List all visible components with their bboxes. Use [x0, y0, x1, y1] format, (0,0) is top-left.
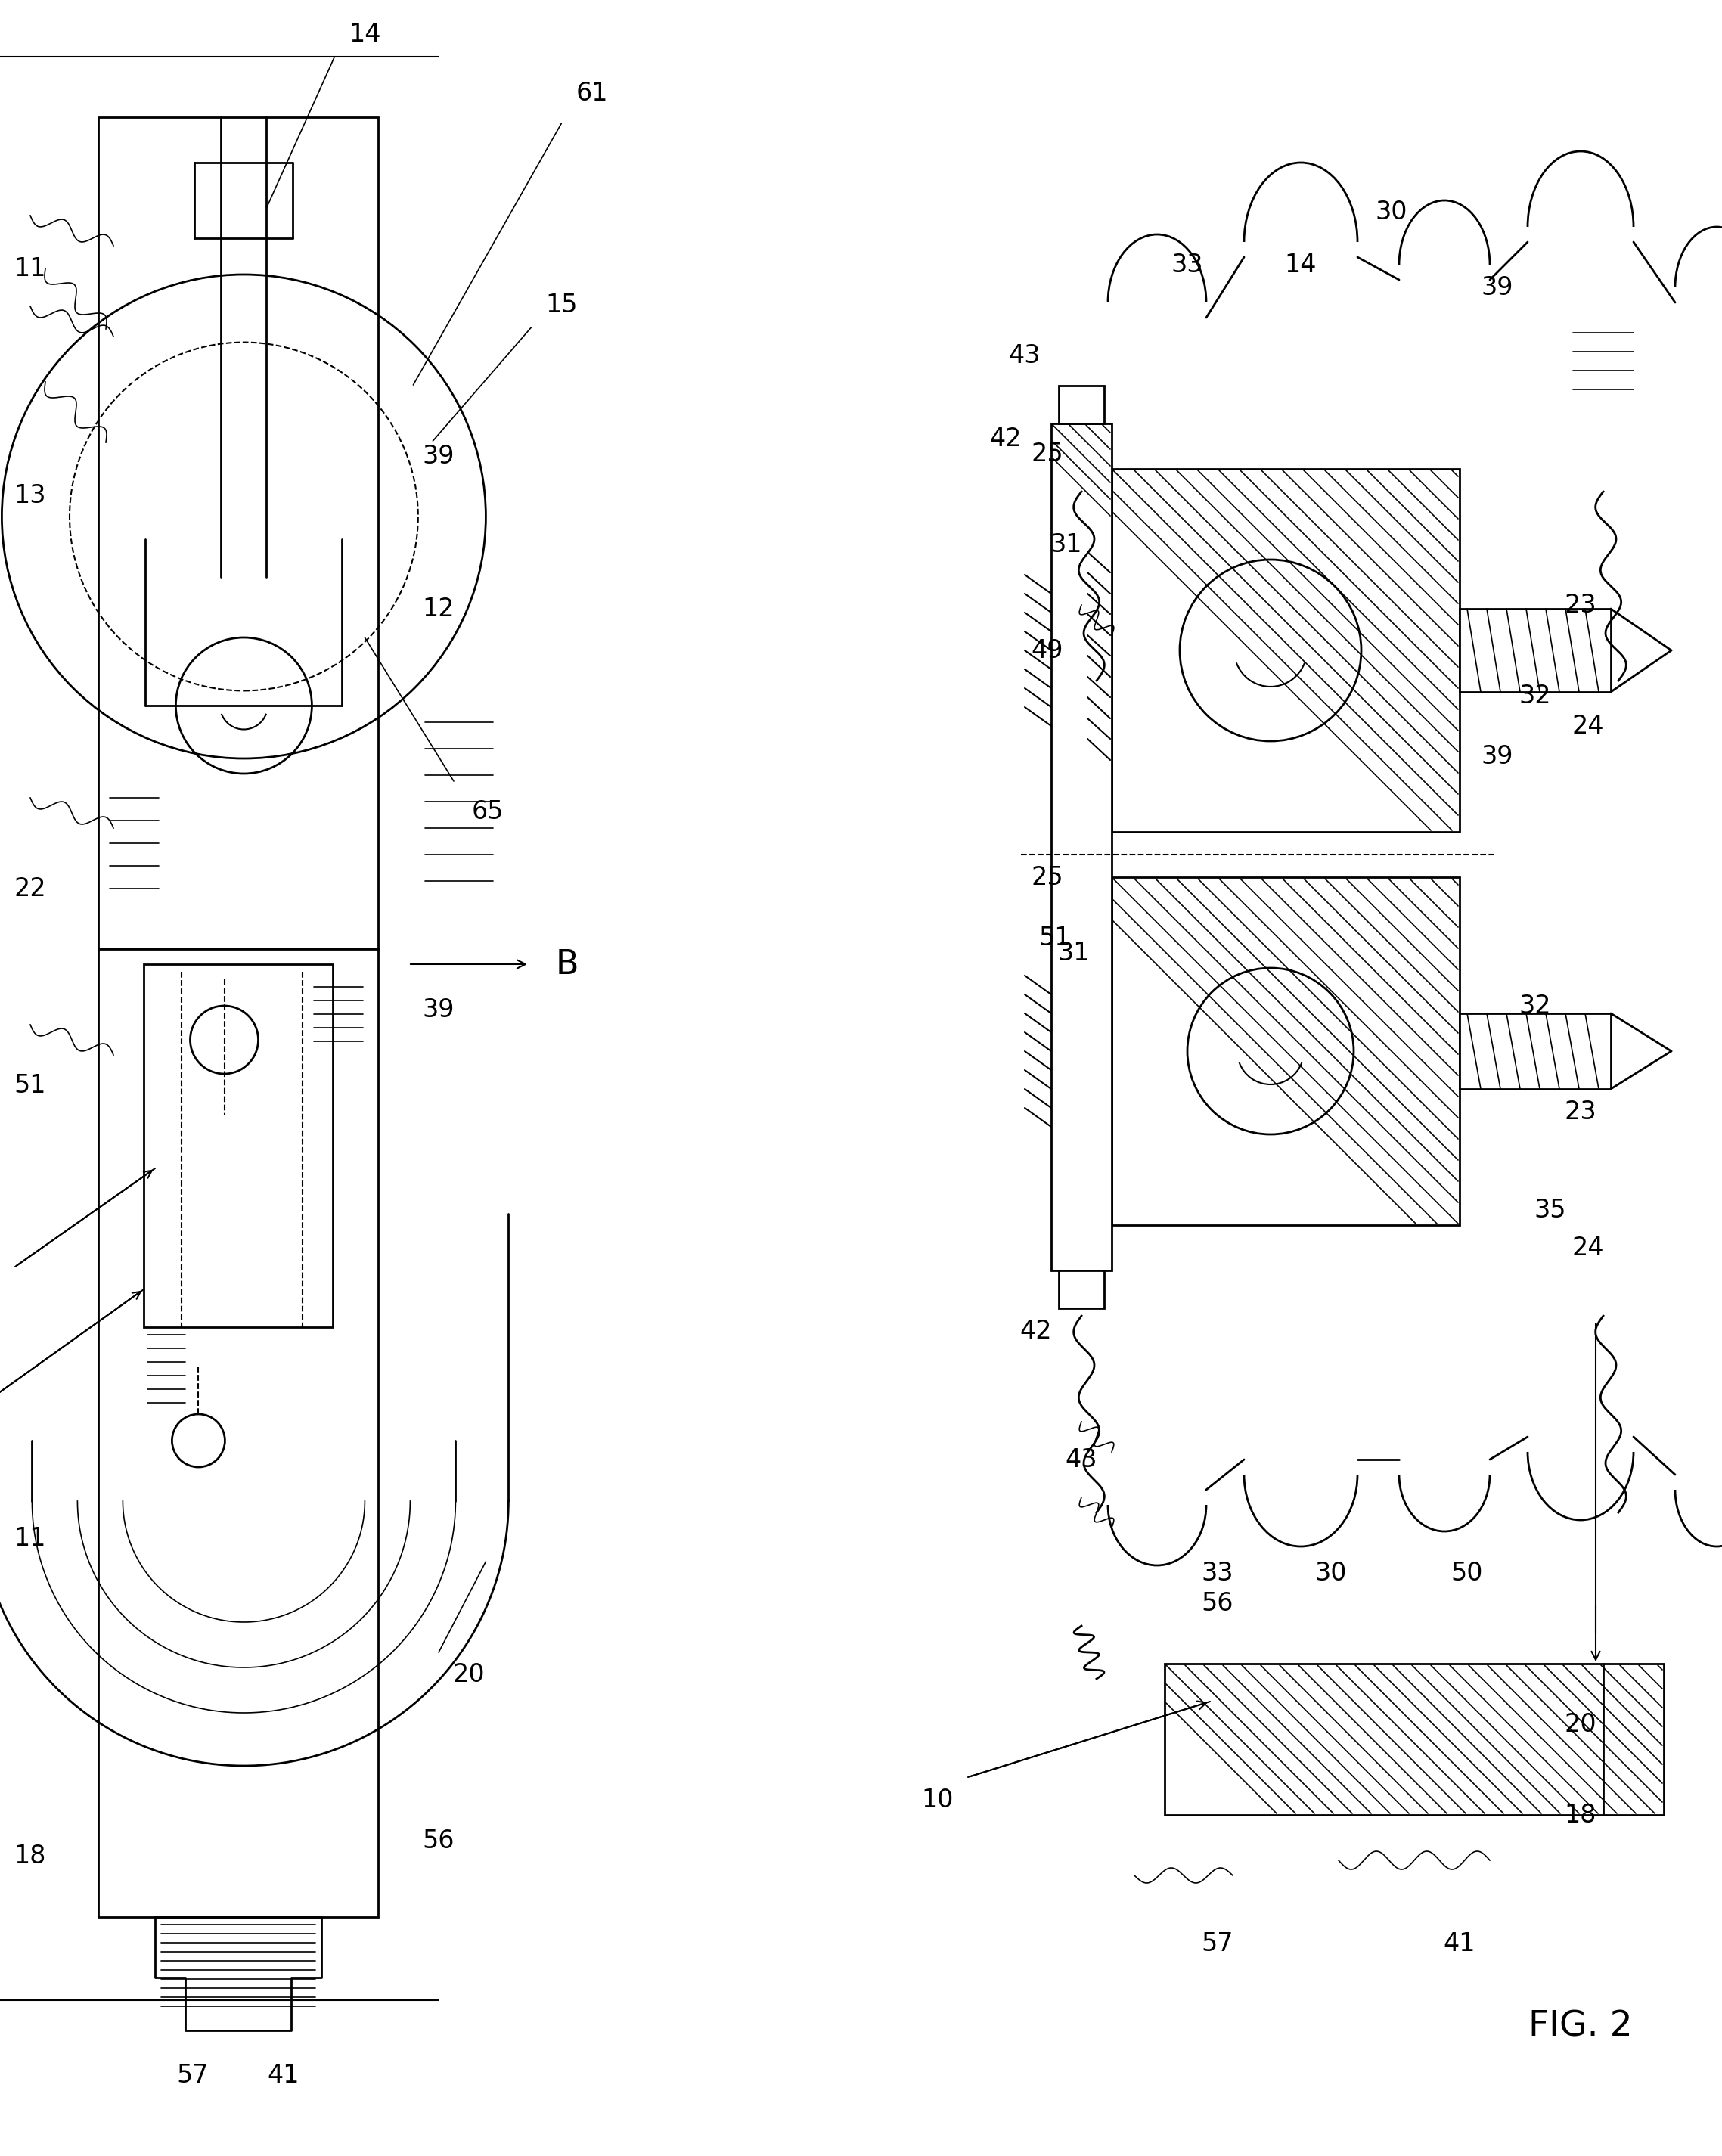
Text: 33: 33 — [1171, 252, 1204, 278]
Text: 24: 24 — [1572, 1235, 1605, 1261]
Bar — [1059, 1270, 1104, 1309]
Text: 39: 39 — [1481, 744, 1514, 770]
Text: 25: 25 — [1031, 442, 1064, 466]
Text: 39: 39 — [422, 444, 455, 468]
Text: 33: 33 — [1202, 1561, 1233, 1585]
Bar — [1460, 1013, 1610, 1089]
Text: 25: 25 — [1031, 865, 1064, 890]
Text: 42: 42 — [1019, 1319, 1052, 1343]
Text: 61: 61 — [575, 80, 608, 106]
Text: 30: 30 — [1316, 1561, 1347, 1585]
Text: 13: 13 — [14, 483, 46, 509]
Text: 31: 31 — [1050, 533, 1083, 556]
Text: B: B — [556, 949, 579, 981]
Text: 11: 11 — [14, 1526, 46, 1552]
Text: 22: 22 — [14, 875, 46, 901]
Bar — [98, 949, 379, 1917]
Text: 15: 15 — [546, 293, 577, 317]
Text: 43: 43 — [1066, 1447, 1097, 1473]
Text: 57: 57 — [1202, 1932, 1233, 1955]
Bar — [143, 964, 332, 1328]
Bar — [98, 116, 379, 949]
Text: 23: 23 — [1565, 593, 1596, 617]
Text: 41: 41 — [267, 2063, 300, 2089]
Bar — [1050, 423, 1112, 1270]
Text: 20: 20 — [453, 1662, 486, 1688]
Text: 42: 42 — [990, 427, 1021, 451]
Bar — [1112, 468, 1460, 832]
Text: 32: 32 — [1519, 994, 1552, 1018]
Text: 39: 39 — [422, 996, 455, 1022]
Text: 41: 41 — [1443, 1932, 1476, 1955]
Bar — [1460, 608, 1610, 692]
Text: 18: 18 — [14, 1843, 46, 1869]
Text: 56: 56 — [1202, 1591, 1233, 1615]
Text: 18: 18 — [1565, 1802, 1596, 1828]
Text: 51: 51 — [1038, 925, 1071, 951]
Text: 65: 65 — [472, 800, 505, 824]
Text: 35: 35 — [1534, 1197, 1567, 1222]
Text: 20: 20 — [1565, 1712, 1596, 1738]
Text: 49: 49 — [1031, 638, 1064, 662]
Bar — [1112, 877, 1460, 1225]
Text: 57: 57 — [177, 2063, 208, 2089]
Text: 12: 12 — [422, 597, 455, 621]
Bar — [1059, 386, 1104, 423]
Text: 56: 56 — [422, 1828, 455, 1854]
Text: FIG. 2: FIG. 2 — [1529, 2009, 1632, 2044]
Text: 32: 32 — [1519, 683, 1552, 707]
Text: 23: 23 — [1565, 1100, 1596, 1123]
Text: 24: 24 — [1572, 714, 1605, 740]
Text: 14: 14 — [350, 22, 381, 47]
Text: 31: 31 — [1057, 940, 1090, 966]
Circle shape — [1180, 561, 1362, 742]
Circle shape — [1188, 968, 1353, 1134]
Text: 50: 50 — [1452, 1561, 1483, 1585]
Text: 11: 11 — [14, 257, 46, 280]
Text: 14: 14 — [1285, 252, 1317, 278]
Text: 39: 39 — [1481, 274, 1514, 300]
Text: 10: 10 — [921, 1787, 954, 1813]
Bar — [1164, 1664, 1663, 1815]
Text: 30: 30 — [1376, 198, 1407, 224]
Text: 43: 43 — [1009, 343, 1040, 369]
Text: 51: 51 — [14, 1074, 46, 1097]
